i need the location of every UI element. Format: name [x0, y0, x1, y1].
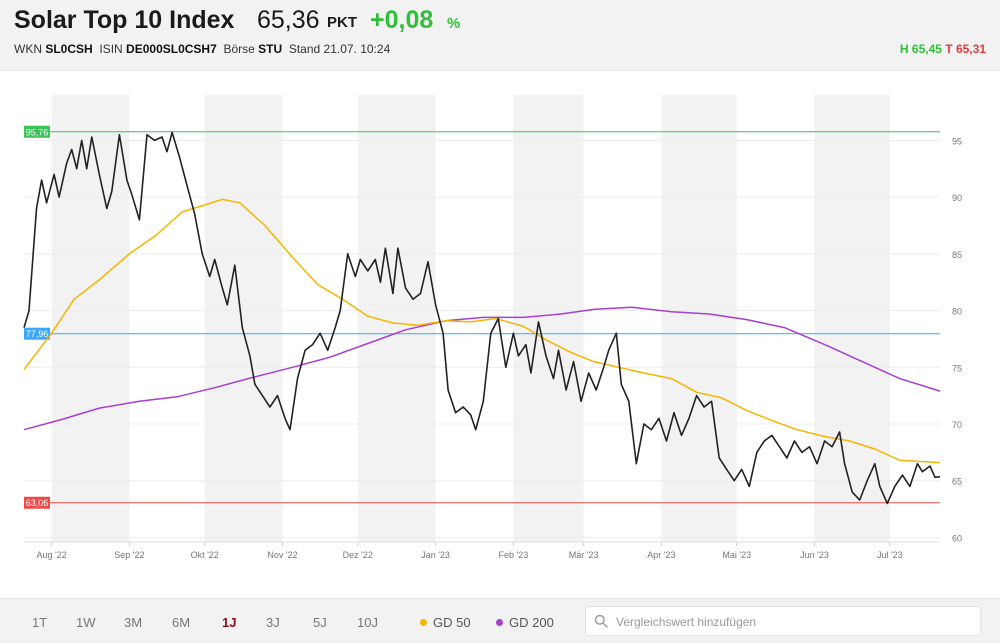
- month-band: [51, 95, 130, 542]
- y-tick-label: 90: [952, 193, 962, 203]
- current-price: 65,36: [257, 6, 320, 34]
- price-unit: PKT: [327, 14, 357, 31]
- x-tick-label: Aug '22: [36, 550, 66, 560]
- day-low: T 65,31: [945, 42, 986, 56]
- wkn-value: SL0CSH: [45, 42, 93, 56]
- reference-label-box: [24, 496, 50, 509]
- instrument-meta: WKN SL0CSH ISIN DE000SL0CSH7 Börse STU S…: [14, 42, 390, 56]
- legend-gd50[interactable]: GD 50: [420, 615, 471, 630]
- month-band: [513, 95, 584, 542]
- legend-gd50-label: GD 50: [433, 615, 471, 630]
- y-tick-label: 60: [952, 533, 962, 543]
- range-10j[interactable]: 10J: [357, 615, 378, 630]
- chart-toolbar: 1T 1W 3M 6M 1J 3J 5J 10J GD 50 GD 200: [0, 598, 1000, 643]
- exchange-value: STU: [258, 42, 283, 56]
- price-change-unit: %: [447, 15, 461, 32]
- range-3j[interactable]: 3J: [266, 615, 280, 630]
- range-1t[interactable]: 1T: [32, 615, 48, 630]
- isin-value: DE000SL0CSH7: [126, 42, 217, 56]
- x-tick-label: Mär '23: [569, 550, 599, 560]
- compare-search-input[interactable]: [614, 612, 968, 632]
- reference-label: 63,06: [26, 498, 49, 508]
- y-tick-label: 95: [952, 136, 962, 146]
- series-line: [23, 131, 941, 505]
- x-tick-label: Feb '23: [498, 550, 528, 560]
- x-tick-label: Nov '22: [267, 550, 297, 560]
- instrument-title: Solar Top 10 Index: [14, 6, 235, 34]
- reference-label-box: [24, 327, 50, 340]
- day-high: H 65,45: [899, 42, 942, 56]
- x-tick-label: Okt '22: [191, 550, 219, 560]
- wkn-label: WKN: [14, 42, 42, 56]
- reference-label: 95,76: [26, 127, 49, 137]
- stand-label: Stand: [288, 42, 321, 56]
- isin-label: ISIN: [99, 42, 123, 56]
- search-icon: [594, 614, 608, 628]
- reference-label: 77,96: [26, 329, 49, 339]
- x-tick-label: Mai '23: [722, 550, 751, 560]
- high-low: H 65,45 T 65,31: [900, 42, 986, 56]
- stand-value: 21.07. 10:24: [323, 42, 391, 56]
- legend-gd200[interactable]: GD 200: [496, 615, 554, 630]
- range-1w[interactable]: 1W: [76, 615, 96, 630]
- compare-search[interactable]: [585, 606, 981, 636]
- quote-header: Solar Top 10 Index 65,36 PKT +0,08 % WKN…: [0, 0, 1000, 71]
- x-tick-label: Jan '23: [421, 550, 450, 560]
- y-tick-label: 70: [952, 420, 962, 430]
- y-tick-label: 75: [952, 363, 962, 373]
- price-change: +0,08: [370, 6, 434, 34]
- series-line: [23, 306, 941, 431]
- gd50-dot-icon: [420, 619, 427, 626]
- x-tick-label: Jul '23: [877, 550, 903, 560]
- month-band: [204, 95, 283, 542]
- exchange-label: Börse: [223, 42, 255, 56]
- x-tick-label: Jun '23: [800, 550, 829, 560]
- range-3m[interactable]: 3M: [124, 615, 143, 630]
- month-band: [357, 95, 436, 542]
- gd200-dot-icon: [496, 619, 503, 626]
- x-tick-label: Apr '23: [647, 550, 675, 560]
- range-5j[interactable]: 5J: [313, 615, 327, 630]
- month-band: [661, 95, 737, 542]
- y-tick-label: 80: [952, 307, 962, 317]
- y-tick-label: 65: [952, 477, 962, 487]
- price-chart[interactable]: 60 65 70 75 80 85 90 95 Aug '22 Sep '22 Okt '22 Nov…: [0, 70, 1000, 598]
- reference-label-box: [24, 125, 50, 138]
- legend-gd200-label: GD 200: [509, 615, 554, 630]
- series-line: [23, 198, 941, 464]
- range-1j[interactable]: 1J: [222, 615, 237, 630]
- range-6m[interactable]: 6M: [172, 615, 191, 630]
- month-band: [814, 95, 890, 542]
- y-tick-label: 85: [952, 250, 962, 260]
- x-tick-label: Dez '22: [343, 550, 373, 560]
- x-tick-label: Sep '22: [114, 550, 144, 560]
